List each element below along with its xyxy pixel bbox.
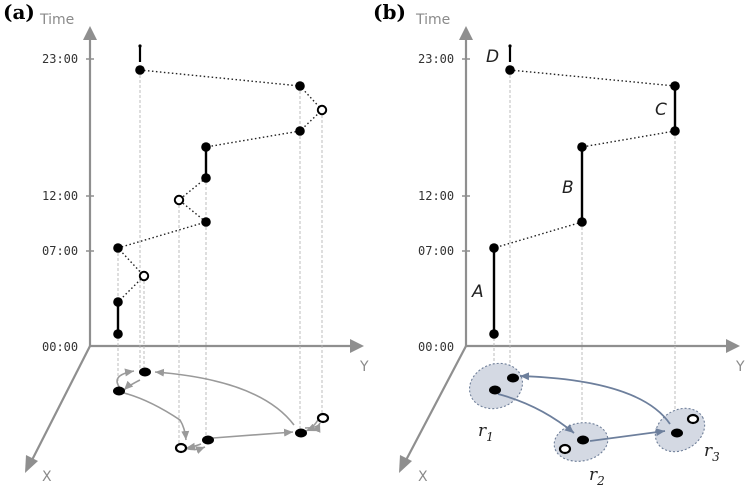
point — [670, 126, 680, 136]
ground-projection-a — [113, 367, 330, 454]
point — [489, 243, 499, 253]
x-axis-arrow-b — [399, 455, 412, 473]
tick-0700-b: 07:00 — [418, 244, 454, 258]
points-b — [489, 65, 680, 339]
projection-guides-a — [117, 70, 323, 448]
tick-2300-a: 23:00 — [42, 52, 78, 66]
time-axis-title-a: Time — [39, 12, 74, 28]
panel-a-label: (a) — [3, 0, 35, 24]
x-axis-arrow-a — [25, 455, 38, 473]
segment-label-b: B — [562, 178, 574, 198]
point — [295, 81, 305, 91]
point — [113, 329, 123, 339]
open-point — [316, 104, 328, 116]
panel-b-label: (b) — [373, 0, 406, 24]
y-axis-title-b: Y — [735, 359, 745, 375]
ground-open-point — [686, 413, 700, 425]
region-label-r1: r1 — [478, 421, 494, 444]
trajectory-b — [492, 44, 677, 334]
segment-label-a: A — [471, 282, 484, 302]
ground-point — [577, 435, 589, 445]
point — [113, 243, 123, 253]
open-point — [138, 270, 150, 282]
region-label-r3: r3 — [704, 441, 720, 464]
ground-point — [671, 428, 683, 438]
point — [505, 65, 515, 75]
tick-0000-b: 00:00 — [418, 340, 454, 354]
x-axis-a — [29, 345, 91, 465]
panel-a: (a) Time Y X 23:00 12:00 07:00 00:00 — [3, 0, 369, 485]
region-label-r2: r2 — [589, 465, 605, 488]
tick-1200-a: 12:00 — [42, 189, 78, 203]
ground-open-point — [174, 442, 188, 454]
x-axis-title-b: X — [418, 469, 428, 485]
tick-1200-b: 12:00 — [418, 189, 454, 203]
point — [201, 142, 211, 152]
point — [670, 81, 680, 91]
y-axis-arrow-b — [726, 339, 740, 353]
segment-label-c: C — [655, 100, 667, 120]
tick-0700-a: 07:00 — [42, 244, 78, 258]
time-axis-arrow-a — [83, 26, 97, 40]
trajectory-a — [116, 44, 323, 334]
time-axis-title-b: Time — [415, 12, 450, 28]
region-transitions-b — [497, 372, 671, 442]
point — [113, 297, 123, 307]
point — [489, 329, 499, 339]
tick-0000-a: 00:00 — [42, 340, 78, 354]
panel-b: (b) Time Y X 23:00 12:00 07:00 00:00 — [373, 0, 745, 488]
ground-point — [489, 385, 501, 395]
ground-open-point — [558, 443, 572, 455]
points-a — [113, 65, 328, 339]
point — [577, 217, 587, 227]
point — [201, 173, 211, 183]
y-axis-title-a: Y — [359, 359, 369, 375]
time-axis-arrow-b — [459, 26, 473, 40]
ground-point — [113, 386, 125, 396]
segment-label-d: D — [486, 47, 499, 67]
point — [135, 65, 145, 75]
point — [577, 142, 587, 152]
ground-open-point — [316, 412, 330, 424]
x-axis-title-a: X — [42, 469, 52, 485]
ground-point — [295, 428, 307, 438]
point — [201, 217, 211, 227]
ground-point — [507, 373, 519, 383]
open-point — [173, 194, 185, 206]
ground-point — [202, 435, 214, 445]
ground-points-b — [489, 373, 700, 455]
x-axis-b — [403, 345, 467, 465]
tick-2300-b: 23:00 — [418, 52, 454, 66]
point — [295, 126, 305, 136]
ground-point — [139, 367, 151, 377]
y-axis-arrow-a — [350, 339, 364, 353]
